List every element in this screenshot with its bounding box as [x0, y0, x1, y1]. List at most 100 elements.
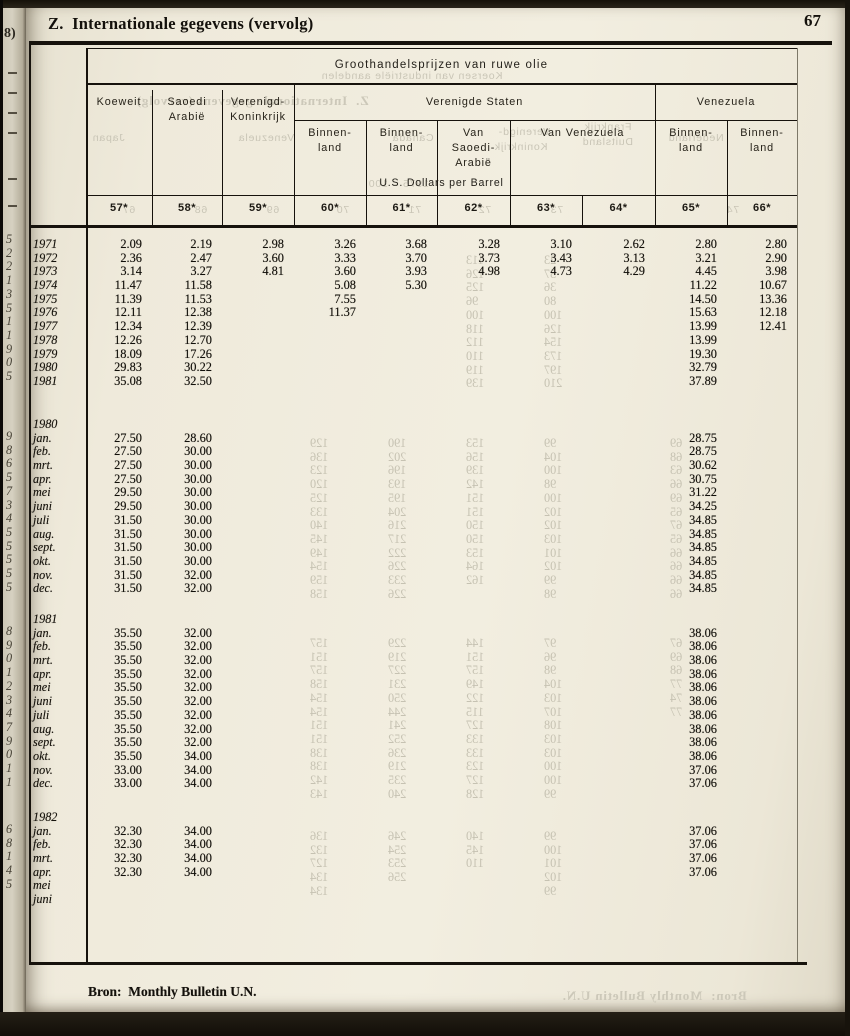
- data-cell: [437, 541, 510, 555]
- margin-digit-fragment: 4: [6, 863, 13, 878]
- table-row: aug. 31.50 30.00 34.85: [29, 527, 797, 542]
- data-cell: [727, 555, 797, 569]
- table-row: juli 31.50 30.00 34.85: [29, 513, 797, 528]
- data-cell: [366, 654, 437, 668]
- data-cell: [727, 695, 797, 709]
- data-cell: 3.10: [550, 237, 572, 251]
- data-cell: 32.30: [114, 837, 142, 852]
- data-cell: [582, 348, 655, 362]
- data-cell: [366, 320, 437, 334]
- data-cell: [366, 695, 437, 709]
- data-cell: 30.00: [184, 458, 212, 473]
- table-row: okt. 31.50 30.00 34.85: [29, 553, 797, 569]
- data-cell: 35.50: [114, 625, 142, 640]
- data-cell: [437, 893, 510, 907]
- data-cell: [582, 668, 655, 682]
- table-row: mrt. 32.30 34.00 37.06: [29, 851, 797, 866]
- unit-label: U.S. Dollars per Barrel: [379, 177, 504, 189]
- margin-digit-fragment: 3: [6, 497, 13, 512]
- table-title: Groothandelsprijzen van ruwe olie: [334, 59, 549, 71]
- title-row-border: [86, 83, 797, 85]
- data-cell: 38.06: [689, 639, 717, 654]
- table-row: okt. 35.50 34.00 38.06: [29, 748, 797, 764]
- bleedthrough-text: Bron: Monthly Bulletin U.N.: [562, 988, 747, 1003]
- data-cell: [510, 279, 582, 293]
- table-row: dec. 31.50 32.00 34.85: [29, 582, 797, 596]
- data-cell: [294, 709, 366, 723]
- data-cell: 34.85: [689, 553, 717, 568]
- data-cell: 4.81: [262, 264, 284, 279]
- data-cell: [727, 582, 797, 596]
- table-row: mei 29.50 30.00 31.22: [29, 486, 797, 500]
- data-cell: [294, 736, 366, 750]
- data-cell: [727, 473, 797, 487]
- data-cell: [222, 541, 294, 555]
- margin-text-fragment: [8, 72, 17, 74]
- row-label: dec.: [33, 581, 53, 596]
- row-label: feb.: [33, 639, 51, 654]
- margin-text-fragment: [8, 92, 17, 94]
- data-cell: 37.06: [689, 837, 717, 852]
- data-cell: 37.06: [689, 823, 717, 838]
- table-section-m1981: 1981 jan. 35.50 32.00 38.06 feb. 35.50 32.00 38.…: [29, 612, 797, 791]
- data-cell: 4.45: [695, 264, 717, 279]
- table-row: jan. 27.50 28.60 28.75: [29, 431, 797, 446]
- data-cell: [366, 723, 437, 737]
- row-label: okt.: [33, 553, 51, 568]
- table-row: nov. 31.50 32.00 34.85: [29, 567, 797, 583]
- margin-digit-fragment: 5: [6, 566, 13, 580]
- data-cell: 35.50: [114, 639, 142, 654]
- data-cell: [727, 375, 797, 389]
- data-cell: 11.37: [328, 305, 356, 320]
- data-cell: 3.13: [623, 250, 645, 265]
- data-cell: [222, 445, 294, 459]
- data-cell: 32.30: [114, 851, 142, 866]
- data-cell: [222, 375, 294, 389]
- data-cell: 30.62: [689, 458, 717, 473]
- data-cell: [437, 627, 510, 641]
- margin-digit-fragment: 1: [6, 314, 13, 329]
- data-cell: 35.50: [114, 680, 142, 695]
- data-cell: [510, 723, 582, 737]
- data-cell: [294, 500, 366, 514]
- data-cell: 31.50: [114, 567, 142, 582]
- data-cell: 37.06: [689, 864, 717, 879]
- data-cell: 38.06: [689, 653, 717, 668]
- col-header-saoedi-2: Arabië: [168, 111, 206, 123]
- data-cell: 32.30: [114, 864, 142, 879]
- row-label: 1977: [33, 319, 58, 334]
- data-cell: [727, 500, 797, 514]
- data-cell: 3.98: [765, 264, 787, 279]
- colnum-row-top-border: [86, 195, 797, 196]
- data-cell: [727, 334, 797, 348]
- data-cell: [582, 777, 655, 791]
- data-cell: [222, 893, 294, 907]
- data-cell: [510, 750, 582, 764]
- data-cell: 12.26: [114, 332, 142, 347]
- data-cell: [366, 361, 437, 375]
- data-cell: [366, 879, 437, 893]
- row-label: feb.: [33, 837, 51, 852]
- col-header-van-saoedi-2: Saoedi-: [451, 142, 496, 154]
- col-header-saoedi-1: Saoedi: [167, 96, 207, 108]
- data-cell: 29.83: [114, 360, 142, 375]
- data-cell: 38.06: [689, 748, 717, 763]
- data-cell: [222, 306, 294, 320]
- data-cell: [437, 852, 510, 866]
- data-cell: [294, 514, 366, 528]
- table-row: jan. 35.50 32.00 38.06: [29, 625, 797, 641]
- data-cell: [222, 640, 294, 654]
- data-cell: [437, 320, 510, 334]
- data-cell: [655, 893, 727, 907]
- margin-text-fragment: [8, 132, 17, 134]
- section-heading-row: 1981: [29, 612, 797, 627]
- data-cell: [437, 866, 510, 880]
- data-cell: 7.55: [334, 291, 356, 306]
- table-row: 1978 12.26 12.70 13.99: [29, 332, 797, 348]
- data-cell: 32.00: [184, 707, 212, 722]
- data-cell: 2.47: [190, 250, 212, 265]
- margin-digit-fragment: 8: [6, 835, 13, 850]
- margin-digit-fragment: 2: [6, 259, 13, 274]
- data-cell: [437, 500, 510, 514]
- data-cell: [582, 432, 655, 446]
